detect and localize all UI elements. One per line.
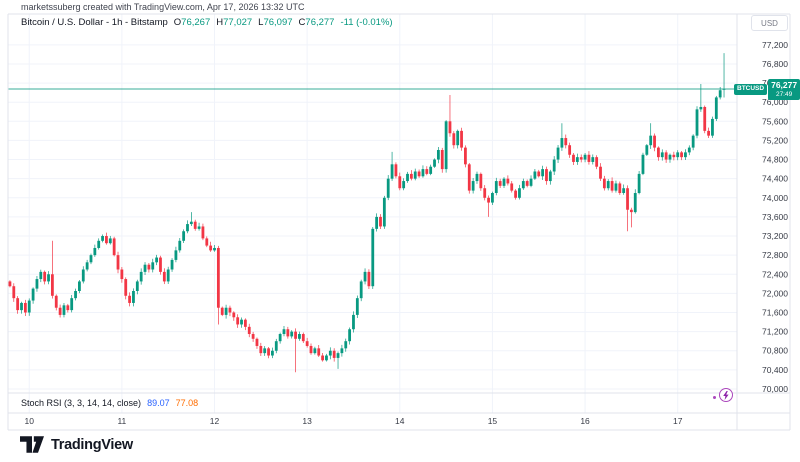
bar-countdown: 27:49 (775, 90, 793, 98)
svg-text:13: 13 (302, 416, 312, 426)
svg-text:11: 11 (117, 416, 126, 426)
svg-text:73,200: 73,200 (762, 231, 788, 241)
svg-text:70,800: 70,800 (762, 346, 788, 356)
svg-text:72,000: 72,000 (762, 288, 788, 298)
boost-lightning-icon[interactable] (719, 388, 733, 402)
ohlc-high: H77,027 (216, 17, 253, 28)
last-price-badge[interactable]: BTCUSD 76,277 27:49 (734, 78, 800, 101)
svg-text:75,200: 75,200 (762, 135, 788, 145)
ohlc-close: C76,277 (298, 17, 335, 28)
svg-text:14: 14 (395, 416, 405, 426)
indicator-legend[interactable]: Stoch RSI (3, 3, 14, 14, close) 89.07 77… (21, 398, 198, 408)
stoch-d-value: 77.08 (175, 398, 199, 408)
svg-text:71,600: 71,600 (762, 308, 788, 318)
attribution-text: marketssuberg created with TradingView.c… (21, 2, 305, 12)
last-price: 76,277 (771, 79, 798, 90)
symbol-title[interactable]: Bitcoin / U.S. Dollar - 1h - Bitstamp (21, 17, 168, 28)
svg-text:16: 16 (580, 416, 590, 426)
ohlc-open: O76,267 (173, 17, 211, 28)
svg-text:74,000: 74,000 (762, 193, 788, 203)
svg-text:70,400: 70,400 (762, 365, 788, 375)
svg-text:74,800: 74,800 (762, 155, 788, 165)
svg-text:73,600: 73,600 (762, 212, 788, 222)
svg-text:76,000: 76,000 (762, 97, 788, 107)
svg-text:72,800: 72,800 (762, 250, 788, 260)
svg-text:15: 15 (488, 416, 498, 426)
tradingview-mark-icon (20, 436, 44, 453)
price-change: -11 (-0.01%) (340, 17, 393, 28)
stoch-k-value: 89.07 (147, 398, 170, 408)
svg-text:17: 17 (673, 416, 683, 426)
svg-text:77,200: 77,200 (762, 40, 788, 50)
svg-text:10: 10 (24, 416, 34, 426)
boost-dot (713, 396, 716, 399)
svg-text:75,600: 75,600 (762, 116, 788, 126)
symbol-chip: BTCUSD (734, 84, 768, 95)
price-axis[interactable] (737, 14, 800, 430)
currency-unit-toggle[interactable]: USD (751, 15, 788, 31)
ohlc-low: L76,097 (258, 17, 293, 28)
chart-legend: Bitcoin / U.S. Dollar - 1h - Bitstamp O7… (21, 17, 393, 28)
tradingview-wordmark: TradingView (51, 436, 133, 453)
svg-text:70,000: 70,000 (762, 384, 788, 394)
lightning-glyph (723, 390, 729, 400)
indicator-name: Stoch RSI (3, 3, 14, 14, close) (21, 398, 142, 408)
candlestick-chart[interactable]: 77,20076,80076,40076,00075,60075,20074,8… (0, 13, 800, 434)
tradingview-logo[interactable]: TradingView (20, 436, 133, 453)
svg-text:76,800: 76,800 (762, 59, 788, 69)
last-price-value: 76,277 27:49 (768, 78, 800, 101)
svg-text:74,400: 74,400 (762, 174, 788, 184)
svg-text:72,400: 72,400 (762, 269, 788, 279)
svg-text:12: 12 (210, 416, 220, 426)
svg-text:71,200: 71,200 (762, 327, 788, 337)
